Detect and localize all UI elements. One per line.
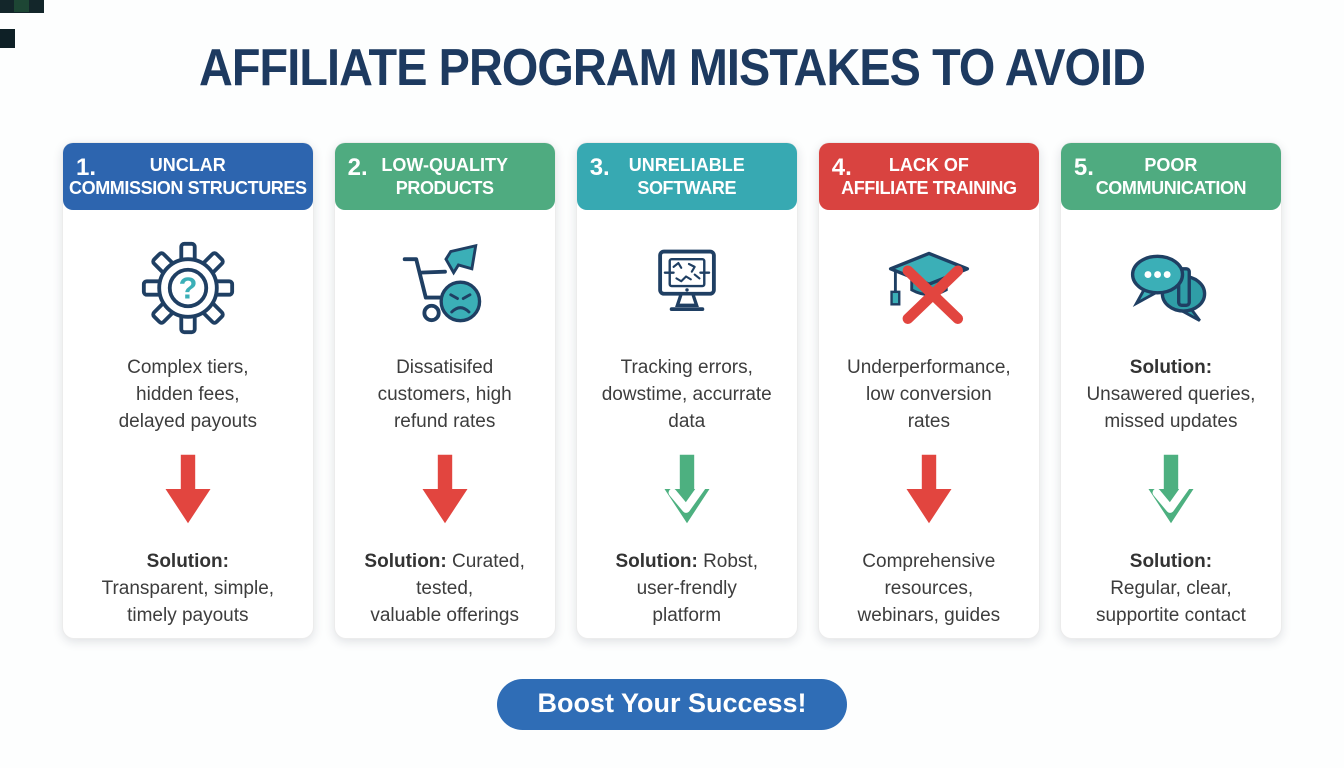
gear-question-icon: ? [140,236,236,340]
card-title: UNCLAR COMMISSION STRUCTURES [69,155,307,199]
card-title: LACK OF AFFILIATE TRAINING [841,155,1017,199]
cta-row: Boost Your Success! [0,679,1344,730]
corner-artifact [0,29,15,48]
solution-text: Comprehensive resources, webinars, guide… [857,551,1001,626]
mistake-card-1: 1. UNCLAR COMMISSION STRUCTURES [62,142,314,639]
mistake-cards: 1. UNCLAR COMMISSION STRUCTURES [0,142,1344,639]
solution-text: Solution: Regular, clear, supportite con… [1095,551,1246,626]
card-header: 3. UNRELIABLE SOFTWARE [576,143,797,210]
green-check-arrow-icon [1142,450,1200,528]
card-number: 1. [76,154,97,181]
problem-text: Underperformance, low conversion rates [846,357,1011,432]
card-number: 4. [831,154,852,181]
card-header: 1. UNCLAR COMMISSION STRUCTURES [63,143,313,210]
solution-text: Solution: Transparent, simple, timely pa… [101,551,275,626]
card-title: UNRELIABLE SOFTWARE [628,155,745,199]
card-number: 3. [589,154,610,181]
problem-text: Tracking errors, dowstime, accurrate dat… [601,357,772,432]
graduation-cap-x-icon [881,236,977,340]
glitch-monitor-icon [639,236,735,340]
problem-text: Dissatisifed customers, high refund rate… [377,357,512,432]
mistake-card-4: 4. LACK OF AFFILIATE TRAINING Underperfo… [817,142,1040,639]
problem-text: Complex tiers, hidden fees, delayed payo… [118,357,257,432]
green-check-arrow-icon [658,450,716,528]
card-title: POOR COMMUNICATION [1095,155,1247,199]
card-title: LOW-QUALITY PRODUCTS [381,155,508,199]
chat-bubbles-icon [1123,236,1219,340]
card-header: 5. POOR COMMUNICATION [1060,143,1281,210]
mistake-card-5: 5. POOR COMMUNICATION Solution: Unsawere… [1059,142,1282,639]
card-number: 5. [1073,154,1094,181]
broken-cart-angry-customer-icon [397,236,493,340]
card-header: 4. LACK OF AFFILIATE TRAINING [818,143,1039,210]
solution-text: Solution: Curated, tested, valuable offe… [364,551,525,626]
problem-text: Solution: Unsawered queries, missed upda… [1086,357,1256,432]
boost-success-button[interactable]: Boost Your Success! [497,679,847,730]
card-header: 2. LOW-QUALITY PRODUCTS [334,143,555,210]
red-down-arrow-icon [416,450,474,528]
mistake-card-3: 3. UNRELIABLE SOFTWARE Tracking errors, … [575,142,798,639]
corner-artifact [14,0,29,12]
red-down-arrow-icon [159,450,217,528]
card-number: 2. [347,154,368,181]
red-down-arrow-icon [900,450,958,528]
page-title: AFFILIATE PROGRAM MISTAKES TO AVOID [198,39,1146,97]
svg-text:?: ? [178,271,197,306]
mistake-card-2: 2. LOW-QUALITY PRODUCTS Dissatisifed cus… [333,142,556,639]
solution-text: Solution: Robst, user-frendly platform [615,551,758,626]
